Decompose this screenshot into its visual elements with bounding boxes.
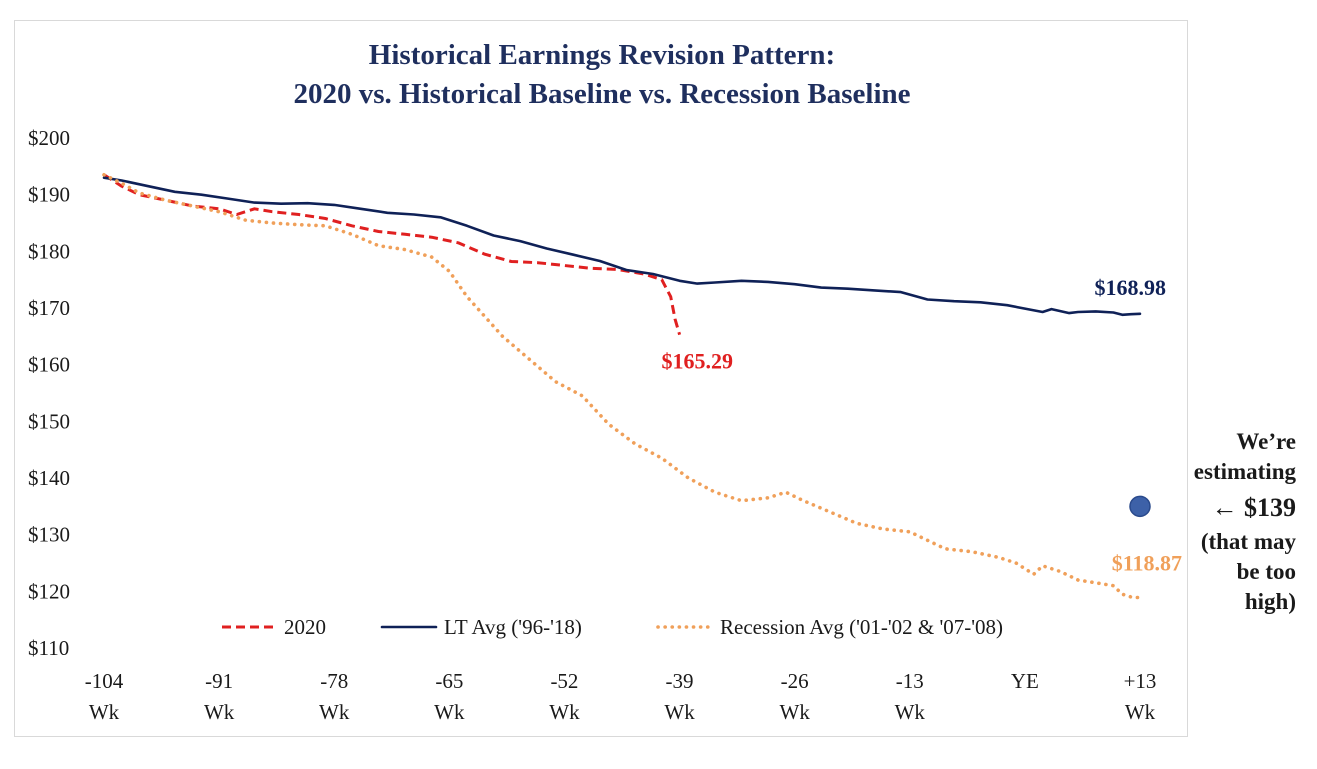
chart-frame — [14, 20, 1188, 737]
annotation-line-5: be too — [1237, 559, 1296, 584]
annotation-line-4: (that may — [1201, 529, 1297, 554]
x-tick-unit-39: Wk — [664, 700, 695, 724]
annotation-line-3: ← $139 — [1212, 493, 1297, 522]
x-tick-unit-13: Wk — [1125, 700, 1156, 724]
end-label-2020: $165.29 — [662, 349, 734, 374]
chart-legend: 2020 LT Avg ('96-'18) Recession Avg ('01… — [222, 615, 1003, 639]
x-tick-unit-78: Wk — [319, 700, 350, 724]
end-label-recession-avg-01-02-07-08: $118.87 — [1112, 551, 1182, 576]
series-line-lt-avg-96-18 — [102, 176, 1142, 317]
y-tick-label-130: $130 — [28, 523, 70, 547]
estimate-point — [1129, 495, 1151, 518]
annotation-line-1: We’re — [1236, 429, 1296, 454]
legend-label-lt-avg: LT Avg ('96-'18) — [444, 615, 582, 639]
x-tick-label-26: -26 — [781, 669, 809, 693]
y-axis: $200 $190 $180 $170 $160 $150 $140 $130 $120 $110 — [28, 126, 70, 660]
legend-label-2020: 2020 — [284, 615, 326, 639]
x-tick-unit-13: Wk — [895, 700, 926, 724]
y-tick-label-140: $140 — [28, 466, 70, 490]
x-tick-label-104: -104 — [85, 669, 124, 693]
x-tick-label-91: -91 — [205, 669, 233, 693]
legend-label-recession-avg: Recession Avg ('01-'02 & '07-'08) — [720, 615, 1003, 639]
y-tick-label-150: $150 — [28, 409, 70, 433]
x-tick-label-52: -52 — [550, 669, 578, 693]
y-tick-label-190: $190 — [28, 183, 70, 207]
x-tick-label-13: +13 — [1124, 669, 1157, 693]
x-tick-unit-26: Wk — [780, 700, 811, 724]
y-tick-label-170: $170 — [28, 296, 70, 320]
x-tick-label-39: -39 — [666, 669, 694, 693]
x-tick-label-78: -78 — [320, 669, 348, 693]
estimate-annotation: We’re estimating ← $139 (that may be too… — [1194, 429, 1297, 614]
y-tick-label-200: $200 — [28, 126, 70, 150]
x-tick-unit-91: Wk — [204, 700, 235, 724]
x-axis: -104 Wk -91 Wk -78 Wk -65 Wk -52 Wk -39 Wk -26 Wk -13 W… — [85, 669, 1157, 724]
x-tick-unit-65: Wk — [434, 700, 465, 724]
y-tick-label-160: $160 — [28, 353, 70, 377]
series-layer — [102, 173, 1142, 600]
annotation-line-6: high) — [1245, 589, 1296, 614]
x-tick-label-13: -13 — [896, 669, 924, 693]
x-tick-label-ye: YE — [1011, 669, 1039, 693]
end-labels: $165.29 $168.98 $118.87 — [662, 275, 1182, 576]
y-tick-label-120: $120 — [28, 579, 70, 603]
series-line-recession-avg-01-02-07-08 — [102, 173, 1142, 600]
x-tick-label-65: -65 — [435, 669, 463, 693]
chart-title-line-2: 2020 vs. Historical Baseline vs. Recessi… — [293, 78, 910, 110]
y-tick-label-180: $180 — [28, 239, 70, 263]
chart-title-line-1: Historical Earnings Revision Pattern: — [369, 39, 835, 71]
x-tick-unit-52: Wk — [549, 700, 580, 724]
estimate-point-layer — [1129, 495, 1151, 518]
series-line-2020 — [103, 173, 682, 336]
x-tick-unit-104: Wk — [89, 700, 120, 724]
y-tick-label-110: $110 — [28, 636, 69, 660]
end-label-lt-avg-96-18: $168.98 — [1095, 275, 1167, 300]
annotation-line-2: estimating — [1194, 459, 1297, 484]
